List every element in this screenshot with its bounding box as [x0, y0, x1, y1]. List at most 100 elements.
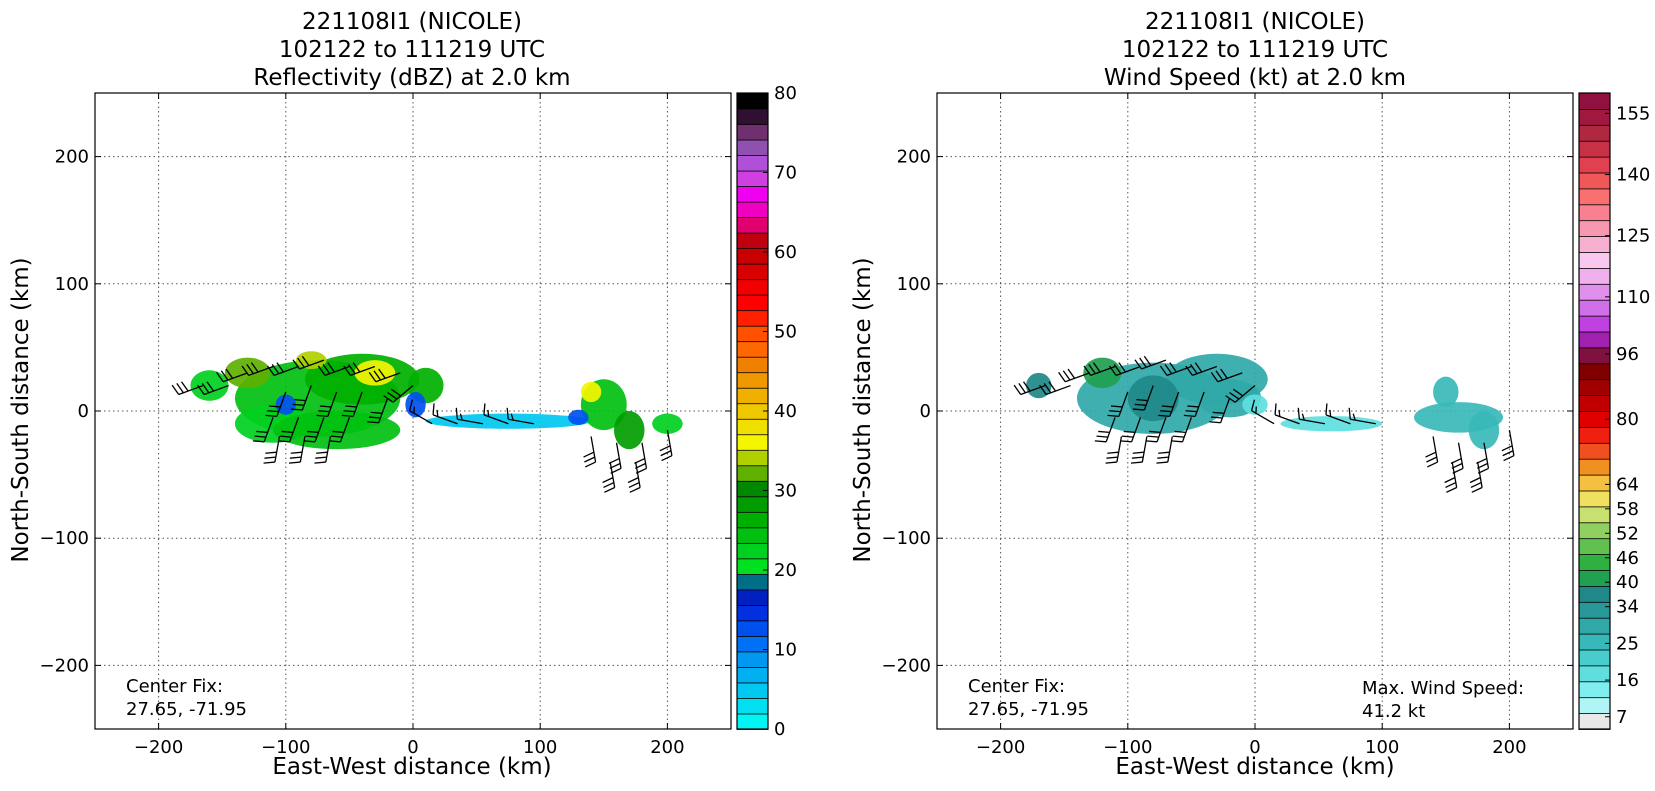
wind-colorbar-tick-label: 52	[1616, 523, 1639, 544]
reflectivity-colorbar-segment	[737, 543, 768, 559]
wind-colorbar-segment	[1579, 157, 1610, 173]
wind-y-tick-label: −100	[882, 528, 931, 549]
wind-y-tick-label: −200	[882, 655, 931, 676]
wind-colorbar-tick-label: 25	[1616, 633, 1639, 654]
wind-colorbar-segment	[1579, 125, 1610, 141]
wind-colorbar-segment	[1579, 443, 1610, 459]
reflectivity-title-line-1: 221108I1 (NICOLE)	[302, 9, 522, 35]
reflectivity-colorbar-tick-label: 20	[774, 560, 797, 581]
reflectivity-y-tick-label: −100	[40, 528, 89, 549]
wind-colorbar-segment	[1579, 141, 1610, 157]
reflectivity-x-tick-label: −200	[134, 737, 183, 758]
wind-title-line-1: 221108I1 (NICOLE)	[1145, 9, 1365, 35]
wind-center-fix-label: Center Fix:	[968, 676, 1065, 697]
wind-colorbar-segment	[1579, 379, 1610, 395]
reflectivity-colorbar-segment	[737, 651, 768, 667]
wind-title-line-3: Wind Speed (kt) at 2.0 km	[1104, 65, 1406, 91]
wind-colorbar-segment	[1579, 363, 1610, 379]
wind-colorbar-segment	[1579, 586, 1610, 602]
reflectivity-colorbar-tick-label: 10	[774, 640, 797, 661]
reflectivity-colorbar-segment	[737, 605, 768, 621]
max-wind-speed-label: Max. Wind Speed:	[1362, 678, 1524, 699]
reflectivity-xlabel: East-West distance (km)	[272, 754, 551, 780]
wind-colorbar-tick-label: 155	[1616, 103, 1650, 124]
reflectivity-colorbar-tick-label: 30	[774, 481, 797, 502]
wind-colorbar-tick-label: 46	[1616, 548, 1639, 569]
reflectivity-colorbar-segment	[737, 341, 768, 357]
reflectivity-y-tick-label: −200	[40, 655, 89, 676]
wind-echo	[1242, 394, 1267, 414]
reflectivity-panel: 221108I1 (NICOLE) 102122 to 111219 UTC R…	[8, 9, 797, 780]
wind-xlabel: East-West distance (km)	[1115, 754, 1394, 780]
wind-y-tick-label: 100	[897, 274, 931, 295]
reflectivity-echo	[614, 411, 645, 449]
wind-colorbar-tick-label: 34	[1616, 597, 1639, 618]
reflectivity-colorbar-segment	[737, 233, 768, 249]
reflectivity-colorbar-segment	[737, 481, 768, 497]
wind-colorbar-segment	[1579, 475, 1610, 491]
reflectivity-colorbar-tick-label: 80	[774, 83, 797, 104]
reflectivity-colorbar-segment	[737, 93, 768, 109]
wind-colorbar-segment	[1579, 650, 1610, 666]
reflectivity-colorbar-segment	[737, 527, 768, 543]
reflectivity-echo	[296, 351, 327, 369]
wind-colorbar-segment	[1579, 681, 1610, 697]
wind-x-tick-label: 200	[1492, 737, 1526, 758]
wind-colorbar-segment	[1579, 602, 1610, 618]
reflectivity-title-line-3: Reflectivity (dBZ) at 2.0 km	[253, 65, 570, 91]
reflectivity-center-fix-value: 27.65, -71.95	[126, 699, 247, 720]
wind-colorbar-tick-label: 125	[1616, 226, 1650, 247]
wind-colorbar-segment	[1579, 236, 1610, 252]
reflectivity-colorbar-segment	[737, 667, 768, 683]
wind-y-tick-label: 0	[920, 401, 931, 422]
wind-colorbar-segment	[1579, 204, 1610, 220]
reflectivity-colorbar-segment	[737, 248, 768, 264]
reflectivity-y-tick-label: 100	[55, 274, 89, 295]
wind-colorbar-tick-label: 40	[1616, 572, 1639, 593]
reflectivity-x-tick-label: 200	[650, 737, 684, 758]
reflectivity-colorbar-segment	[737, 279, 768, 295]
reflectivity-colorbar-segment	[737, 434, 768, 450]
reflectivity-colorbar-segment	[737, 465, 768, 481]
wind-echo	[1433, 377, 1458, 408]
reflectivity-colorbar-segment	[737, 512, 768, 528]
wind-colorbar-tick-label: 96	[1616, 344, 1639, 365]
wind-colorbar-tick-label: 110	[1616, 287, 1650, 308]
wind-title-line-2: 102122 to 111219 UTC	[1122, 37, 1388, 63]
wind-speed-panel: 221108I1 (NICOLE) 102122 to 111219 UTC W…	[850, 9, 1650, 780]
wind-colorbar-segment	[1579, 522, 1610, 538]
reflectivity-colorbar-segment	[737, 202, 768, 218]
reflectivity-colorbar-segment	[737, 450, 768, 466]
reflectivity-colorbar-tick-label: 60	[774, 242, 797, 263]
reflectivity-colorbar-segment	[737, 310, 768, 326]
wind-colorbar-segment	[1579, 220, 1610, 236]
reflectivity-center-fix-label: Center Fix:	[126, 676, 223, 697]
wind-colorbar-segment	[1579, 697, 1610, 713]
wind-colorbar-segment	[1579, 634, 1610, 650]
reflectivity-colorbar-segment	[737, 357, 768, 373]
wind-colorbar-tick-label: 80	[1616, 409, 1639, 430]
reflectivity-colorbar-segment	[737, 217, 768, 233]
reflectivity-y-tick-label: 200	[55, 147, 89, 168]
wind-colorbar-segment	[1579, 459, 1610, 475]
wind-colorbar-segment	[1579, 188, 1610, 204]
wind-echo	[1280, 416, 1382, 431]
wind-colorbar-segment	[1579, 347, 1610, 363]
wind-colorbar-tick-label: 58	[1616, 499, 1639, 520]
reflectivity-colorbar-tick-label: 50	[774, 322, 797, 343]
wind-colorbar-tick-label: 7	[1616, 707, 1627, 728]
reflectivity-colorbar-segment	[737, 140, 768, 156]
wind-colorbar-segment	[1579, 570, 1610, 586]
wind-colorbar-segment	[1579, 316, 1610, 332]
wind-colorbar-segment	[1579, 713, 1610, 729]
reflectivity-colorbar-segment	[737, 124, 768, 140]
reflectivity-title-line-2: 102122 to 111219 UTC	[279, 37, 545, 63]
wind-colorbar-segment	[1579, 554, 1610, 570]
wind-colorbar-segment	[1579, 268, 1610, 284]
wind-colorbar-tick-label: 64	[1616, 474, 1639, 495]
wind-colorbar-segment	[1579, 618, 1610, 634]
reflectivity-colorbar-segment	[737, 186, 768, 202]
